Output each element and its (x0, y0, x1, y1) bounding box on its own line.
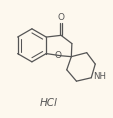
Text: NH: NH (92, 72, 105, 81)
Text: HCl: HCl (40, 98, 57, 108)
Text: O: O (57, 13, 64, 22)
Text: O: O (54, 51, 61, 60)
